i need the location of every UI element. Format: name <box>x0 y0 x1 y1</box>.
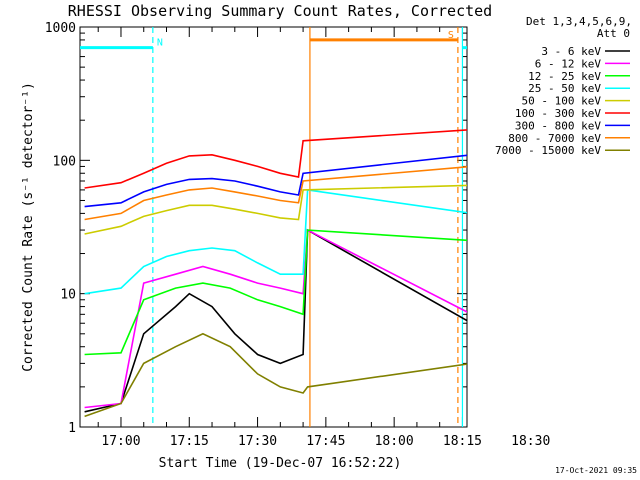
x-tick-label: 17:15 <box>170 434 209 449</box>
x-tick-label: 17:30 <box>238 434 277 449</box>
legend-label: 800 - 7000 keV <box>508 132 601 145</box>
y-tick-label: 1000 <box>45 21 76 36</box>
series-line <box>84 228 467 409</box>
flag-label: S <box>448 30 454 41</box>
series-line <box>84 154 467 208</box>
plot-frame <box>79 26 468 428</box>
footer-timestamp: 17-Oct-2021 09:35 <box>555 466 637 475</box>
series-line <box>84 184 467 235</box>
y-tick-label: 100 <box>53 154 76 169</box>
legend-header-line: Att 0 <box>597 27 630 40</box>
y-axis-label: Corrected Count Rate (s⁻¹ detector⁻¹) <box>21 82 36 372</box>
legend-header-line: Det 1,3,4,5,6,9, <box>526 15 632 28</box>
legend-label: 6 - 12 keV <box>535 57 602 70</box>
x-tick-label: 18:15 <box>443 434 482 449</box>
legend-label: 50 - 100 keV <box>522 95 602 108</box>
x-tick-label: 18:00 <box>375 434 414 449</box>
plot-area: 1 10 100 1000 17:00 17:15 17:30 17:45 18:00 18:15… <box>45 21 551 449</box>
series-line <box>84 332 467 418</box>
series-line <box>84 129 467 189</box>
x-axis-label: Start Time (19-Dec-07 16:52:22) <box>159 456 402 471</box>
legend-header: Det 1,3,4,5,6,9, Att 0 <box>526 15 632 40</box>
legend-label: 300 - 800 keV <box>515 119 601 132</box>
flag-label: N <box>157 38 163 49</box>
series-line <box>84 188 467 295</box>
clipped-layer <box>80 27 467 427</box>
y-tick-label: 10 <box>60 288 76 303</box>
legend-label: 7000 - 15000 keV <box>495 144 601 157</box>
x-tick-label: 18:30 <box>511 434 550 449</box>
y-tick-label: 1 <box>68 421 76 436</box>
legend-label: 25 - 50 keV <box>528 82 601 95</box>
legend-label: 3 - 6 keV <box>541 45 601 58</box>
legend-label: 100 - 300 keV <box>515 107 601 120</box>
series-line <box>84 165 467 221</box>
series-line <box>84 229 467 356</box>
x-tick-label: 17:00 <box>101 434 140 449</box>
x-tick-label: 17:45 <box>306 434 345 449</box>
legend-label: 12 - 25 keV <box>528 70 601 83</box>
chart-title: RHESSI Observing Summary Count Rates, Co… <box>68 2 492 20</box>
series-line <box>84 228 467 413</box>
